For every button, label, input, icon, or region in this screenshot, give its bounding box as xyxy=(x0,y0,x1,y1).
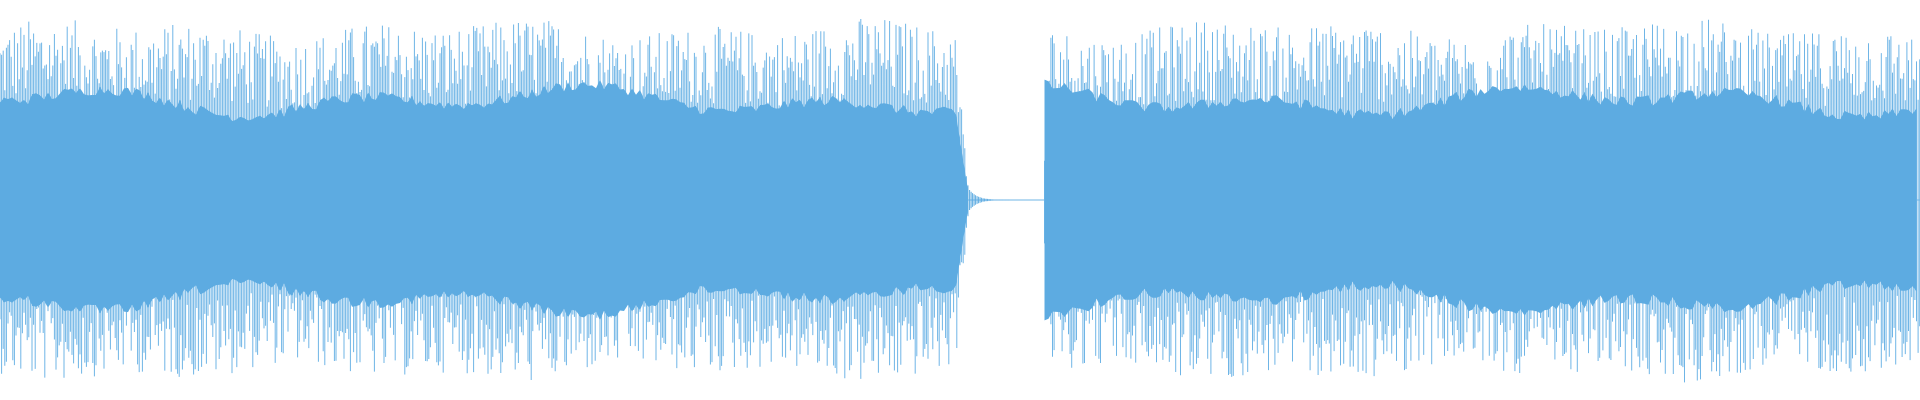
segment-1-body xyxy=(0,79,968,321)
segment-2-body xyxy=(1044,79,1917,321)
silence-tail xyxy=(969,190,1010,210)
waveform-body xyxy=(0,79,1917,321)
